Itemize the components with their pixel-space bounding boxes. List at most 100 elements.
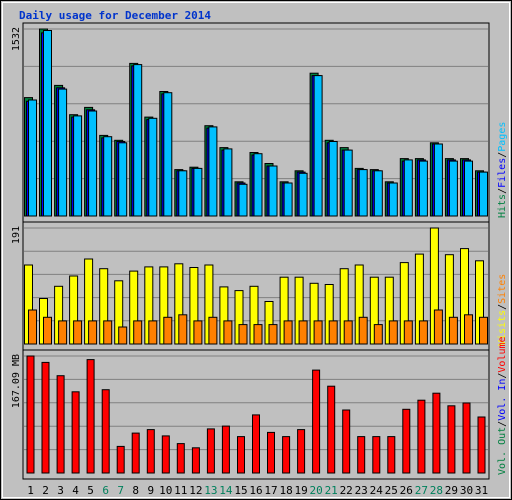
bar-pages-12 — [193, 167, 203, 217]
bar-volume-16 — [252, 414, 260, 474]
bar-volume-27 — [417, 399, 426, 474]
x-tick-label: 6 — [102, 484, 109, 497]
bar-sites-23 — [358, 316, 368, 345]
bar-volume-20 — [312, 369, 321, 474]
bar-pages-21 — [328, 141, 338, 217]
bar-volume-15 — [237, 436, 245, 474]
bar-volume-21 — [327, 385, 336, 474]
bar-pages-7 — [118, 142, 128, 217]
bar-sites-17 — [268, 324, 278, 345]
bar-pages-3 — [58, 88, 68, 217]
bar-sites-9 — [148, 320, 158, 345]
x-tick-label: 21 — [325, 484, 338, 497]
bar-sites-2 — [43, 316, 52, 345]
x-tick-label: 7 — [117, 484, 124, 497]
x-tick-label: 8 — [132, 484, 139, 497]
bar-sites-26 — [403, 320, 413, 345]
bar-volume-30 — [462, 402, 471, 474]
bar-sites-24 — [373, 324, 383, 345]
bar-sites-27 — [418, 320, 428, 345]
bar-sites-1 — [28, 309, 37, 345]
bar-sites-12 — [193, 320, 203, 345]
bar-volume-2 — [41, 361, 50, 474]
x-tick-label: 16 — [249, 484, 262, 497]
x-tick-label: 11 — [174, 484, 187, 497]
legend-entry: Sites — [497, 274, 508, 304]
bar-pages-28 — [433, 143, 443, 217]
legend-entry: Hits — [497, 194, 508, 218]
bar-pages-13 — [208, 126, 218, 217]
bar-pages-17 — [268, 165, 278, 217]
bar-sites-5 — [88, 320, 98, 345]
legend-middle: Visits/Sites — [497, 274, 508, 346]
bar-volume-1 — [26, 355, 35, 474]
x-tick-label: 30 — [460, 484, 473, 497]
x-tick-label: 4 — [72, 484, 79, 497]
bar-volume-17 — [267, 431, 275, 474]
bar-volume-9 — [146, 429, 155, 474]
bar-volume-28 — [432, 392, 441, 474]
x-tick-label: 17 — [264, 484, 277, 497]
bar-pages-10 — [163, 92, 173, 217]
bar-volume-11 — [176, 443, 185, 474]
x-tick-label: 3 — [57, 484, 64, 497]
bar-sites-20 — [313, 320, 323, 345]
bar-pages-26 — [403, 159, 413, 217]
bar-volume-8 — [131, 432, 140, 474]
legend-entry: Volume — [497, 336, 508, 372]
bar-pages-2 — [43, 30, 52, 217]
bar-pages-5 — [88, 110, 98, 217]
bar-sites-14 — [223, 320, 233, 345]
bar-sites-21 — [328, 320, 338, 345]
bar-pages-15 — [238, 183, 248, 217]
ymax-label-top: 1532 — [11, 27, 22, 51]
x-tick-label: 19 — [294, 484, 307, 497]
bar-sites-28 — [433, 309, 443, 345]
bar-pages-29 — [448, 160, 458, 217]
bar-sites-13 — [208, 316, 218, 345]
bar-volume-3 — [56, 375, 65, 474]
bar-pages-6 — [103, 136, 113, 217]
legend-entry: / — [497, 188, 508, 194]
bar-volume-22 — [342, 409, 351, 474]
bar-volume-24 — [372, 436, 381, 474]
bar-pages-25 — [388, 182, 398, 217]
bar-sites-7 — [118, 326, 128, 345]
bar-volume-7 — [116, 445, 125, 474]
legend-entry: Files — [497, 158, 508, 188]
x-tick-label: 26 — [400, 484, 413, 497]
bar-volume-6 — [101, 389, 110, 474]
bar-volume-26 — [402, 408, 411, 474]
legend-entry: Vol. In — [497, 379, 508, 421]
legend-entry: Vol. Out — [497, 427, 508, 475]
bar-sites-22 — [343, 320, 353, 345]
bar-pages-14 — [223, 148, 233, 217]
bar-pages-4 — [73, 115, 83, 217]
x-tick-label: 5 — [87, 484, 94, 497]
bar-pages-30 — [464, 160, 473, 217]
x-tick-label: 9 — [147, 484, 154, 497]
bar-volume-4 — [71, 391, 80, 474]
bar-pages-23 — [358, 169, 368, 217]
bar-sites-29 — [448, 316, 458, 345]
x-tick-label: 22 — [340, 484, 353, 497]
legend-bottom: Vol. Out/Vol. In/Volume — [497, 336, 508, 475]
bar-volume-23 — [357, 436, 366, 474]
bar-pages-19 — [298, 172, 308, 217]
bar-volume-12 — [191, 447, 200, 474]
bar-sites-19 — [298, 320, 308, 345]
x-tick-label: 27 — [415, 484, 428, 497]
x-tick-label: 14 — [219, 484, 233, 497]
ymax-label-bottom: 167.09 MB — [11, 354, 22, 408]
bar-volume-19 — [297, 429, 306, 474]
bar-volume-31 — [477, 416, 486, 474]
bar-pages-16 — [253, 153, 263, 217]
bar-sites-11 — [178, 314, 188, 345]
x-tick-label: 1 — [27, 484, 34, 497]
bar-volume-5 — [86, 359, 95, 474]
legend-entry: Visits — [497, 310, 508, 346]
bar-sites-3 — [58, 320, 68, 345]
bar-pages-1 — [28, 99, 37, 217]
